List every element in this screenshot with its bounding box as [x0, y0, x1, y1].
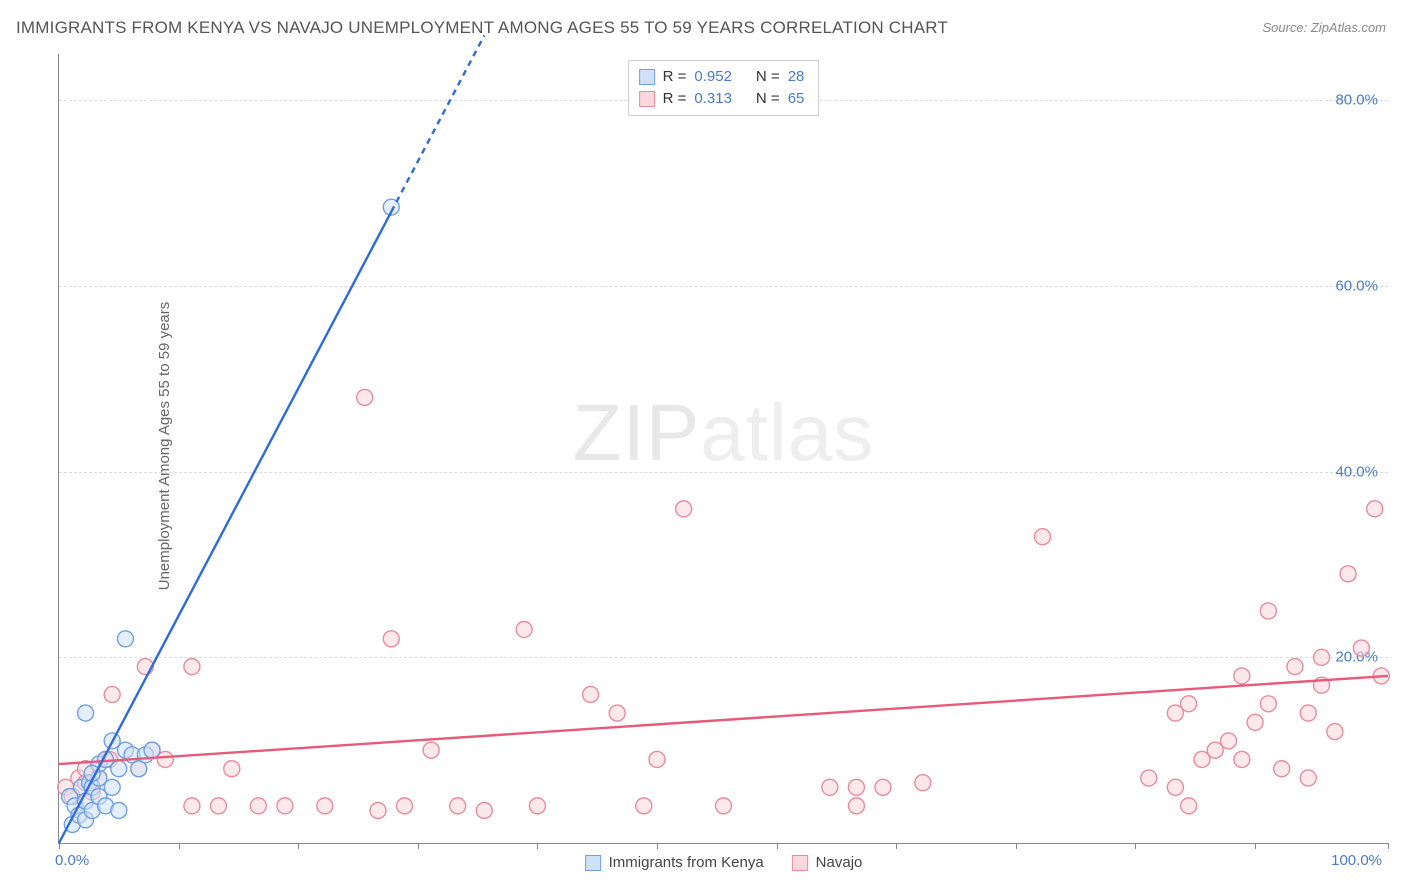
x-tick — [537, 843, 538, 849]
data-point — [357, 389, 373, 405]
x-tick — [298, 843, 299, 849]
x-axis-max-label: 100.0% — [1331, 852, 1382, 869]
x-tick — [179, 843, 180, 849]
data-point — [184, 798, 200, 814]
legend-row-navajo: R = 0.313 N = 65 — [639, 88, 805, 110]
legend-item-kenya: Immigrants from Kenya — [585, 854, 764, 871]
x-axis-min-label: 0.0% — [55, 852, 89, 869]
data-point — [529, 798, 545, 814]
r-label: R = — [663, 88, 687, 110]
swatch-icon — [585, 855, 601, 871]
data-point — [649, 751, 665, 767]
swatch-icon — [792, 855, 808, 871]
data-point — [1181, 798, 1197, 814]
trend-line — [391, 35, 484, 211]
data-point — [423, 742, 439, 758]
data-point — [915, 775, 931, 791]
legend-row-kenya: R = 0.952 N = 28 — [639, 66, 805, 88]
trend-line — [59, 212, 391, 843]
data-point — [104, 686, 120, 702]
data-point — [716, 798, 732, 814]
scatter-svg — [59, 54, 1388, 843]
x-tick — [777, 843, 778, 849]
data-point — [370, 803, 386, 819]
data-point — [111, 761, 127, 777]
swatch-icon — [639, 69, 655, 85]
data-point — [1141, 770, 1157, 786]
data-point — [1181, 696, 1197, 712]
n-label: N = — [756, 66, 780, 88]
data-point — [1167, 779, 1183, 795]
trend-line — [59, 676, 1388, 764]
legend-label: Navajo — [816, 854, 863, 871]
data-point — [277, 798, 293, 814]
data-point — [111, 803, 127, 819]
r-label: R = — [663, 66, 687, 88]
legend-item-navajo: Navajo — [792, 854, 863, 871]
data-point — [476, 803, 492, 819]
plot-area: ZIPatlas 20.0%40.0%60.0%80.0% 0.0% 100.0… — [58, 54, 1388, 844]
data-point — [450, 798, 466, 814]
data-point — [1247, 714, 1263, 730]
data-point — [848, 779, 864, 795]
n-value: 65 — [788, 88, 805, 110]
data-point — [184, 659, 200, 675]
data-point — [1300, 770, 1316, 786]
data-point — [1234, 751, 1250, 767]
n-label: N = — [756, 88, 780, 110]
data-point — [1300, 705, 1316, 721]
data-point — [1260, 696, 1276, 712]
source-attribution: Source: ZipAtlas.com — [1262, 20, 1386, 35]
data-point — [1314, 649, 1330, 665]
data-point — [1287, 659, 1303, 675]
correlation-legend: R = 0.952 N = 28 R = 0.313 N = 65 — [628, 60, 820, 116]
data-point — [822, 779, 838, 795]
data-point — [78, 705, 94, 721]
data-point — [609, 705, 625, 721]
data-point — [1234, 668, 1250, 684]
data-point — [1340, 566, 1356, 582]
data-point — [848, 798, 864, 814]
x-tick — [1388, 843, 1389, 849]
data-point — [1034, 529, 1050, 545]
x-tick — [1255, 843, 1256, 849]
data-point — [144, 742, 160, 758]
r-value: 0.952 — [694, 66, 732, 88]
x-tick — [418, 843, 419, 849]
series-legend: Immigrants from Kenya Navajo — [585, 854, 863, 871]
swatch-icon — [639, 91, 655, 107]
data-point — [1274, 761, 1290, 777]
x-tick — [657, 843, 658, 849]
x-tick — [59, 843, 60, 849]
data-point — [250, 798, 266, 814]
data-point — [1327, 724, 1343, 740]
data-point — [676, 501, 692, 517]
x-tick — [1016, 843, 1017, 849]
legend-label: Immigrants from Kenya — [609, 854, 764, 871]
x-tick — [896, 843, 897, 849]
chart-title: IMMIGRANTS FROM KENYA VS NAVAJO UNEMPLOY… — [16, 18, 948, 38]
x-tick — [1135, 843, 1136, 849]
data-point — [1221, 733, 1237, 749]
data-point — [317, 798, 333, 814]
data-point — [383, 631, 399, 647]
data-point — [224, 761, 240, 777]
data-point — [117, 631, 133, 647]
data-point — [104, 779, 120, 795]
data-point — [1353, 640, 1369, 656]
data-point — [636, 798, 652, 814]
data-point — [1260, 603, 1276, 619]
n-value: 28 — [788, 66, 805, 88]
data-point — [516, 622, 532, 638]
r-value: 0.313 — [694, 88, 732, 110]
data-point — [397, 798, 413, 814]
data-point — [875, 779, 891, 795]
data-point — [583, 686, 599, 702]
data-point — [210, 798, 226, 814]
data-point — [1367, 501, 1383, 517]
